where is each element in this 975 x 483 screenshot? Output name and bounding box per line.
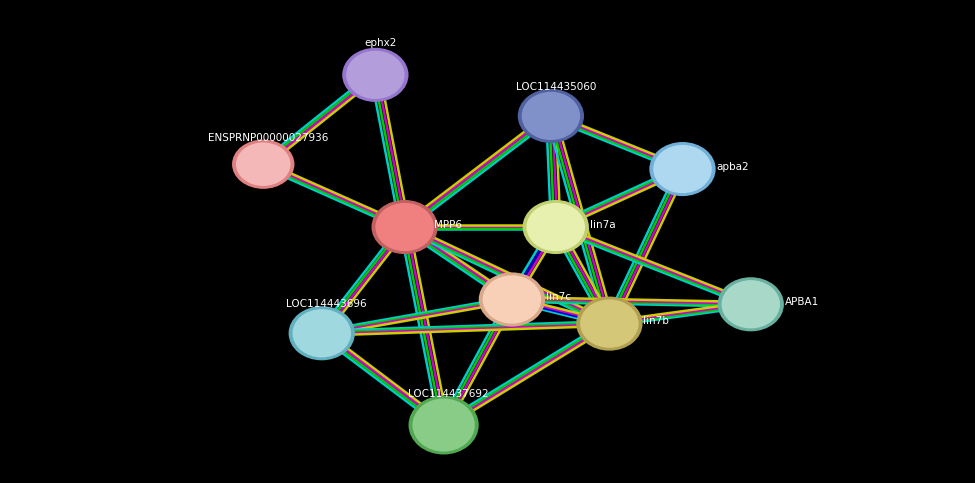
Ellipse shape — [412, 398, 475, 452]
Text: lin7b: lin7b — [644, 316, 670, 326]
Ellipse shape — [722, 280, 780, 328]
Ellipse shape — [371, 200, 438, 254]
Ellipse shape — [346, 51, 405, 99]
Text: ephx2: ephx2 — [364, 39, 397, 48]
Ellipse shape — [342, 48, 409, 102]
Ellipse shape — [292, 309, 351, 357]
Ellipse shape — [523, 200, 589, 254]
Ellipse shape — [289, 306, 355, 360]
Ellipse shape — [409, 396, 479, 455]
Ellipse shape — [526, 203, 585, 251]
Text: APBA1: APBA1 — [785, 297, 819, 307]
Text: ENSPRNP00000027936: ENSPRNP00000027936 — [208, 133, 329, 142]
Ellipse shape — [649, 142, 716, 196]
Ellipse shape — [375, 203, 434, 251]
Ellipse shape — [522, 92, 580, 140]
Ellipse shape — [718, 277, 784, 331]
Text: LOC114437692: LOC114437692 — [409, 389, 488, 398]
Ellipse shape — [483, 275, 541, 324]
Ellipse shape — [232, 140, 294, 189]
Ellipse shape — [518, 89, 584, 143]
Text: MPP6: MPP6 — [434, 220, 462, 229]
Text: lin7c: lin7c — [546, 292, 571, 302]
Text: lin7a: lin7a — [590, 220, 615, 229]
Text: LOC114443696: LOC114443696 — [287, 299, 367, 309]
Ellipse shape — [576, 297, 643, 351]
Ellipse shape — [236, 142, 291, 186]
Ellipse shape — [580, 299, 639, 348]
Text: LOC114435060: LOC114435060 — [516, 82, 596, 92]
Text: apba2: apba2 — [717, 162, 749, 171]
Ellipse shape — [653, 145, 712, 193]
Ellipse shape — [479, 272, 545, 327]
